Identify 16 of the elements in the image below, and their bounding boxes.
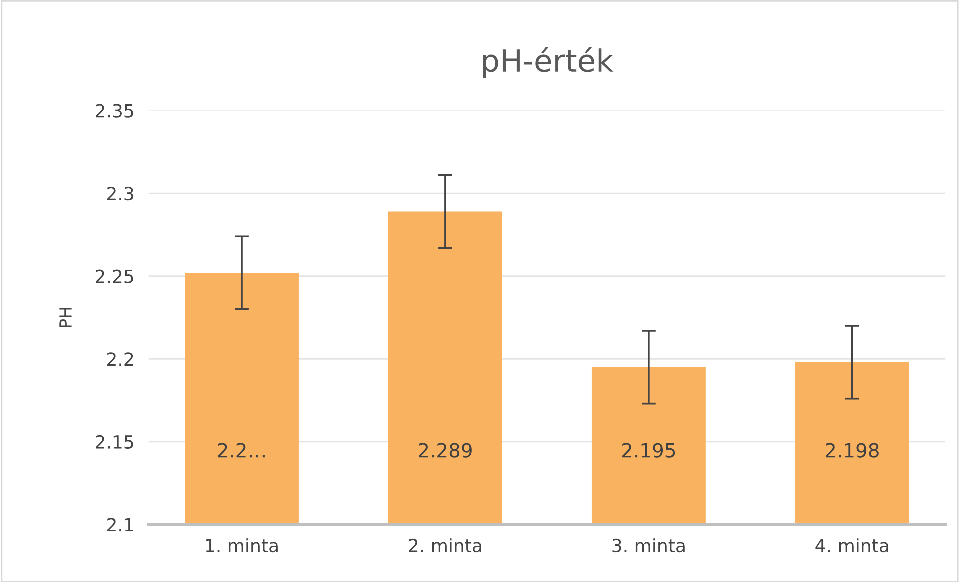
y-axis-title: PH bbox=[60, 308, 72, 328]
y-tick-label: 2.25 bbox=[96, 270, 134, 284]
y-tick-label: 2.2 bbox=[108, 352, 134, 366]
y-tick-label: 2.15 bbox=[96, 435, 134, 450]
x-tick-label: 1. minta bbox=[206, 538, 278, 553]
data-label: 2.195 bbox=[622, 443, 676, 458]
x-tick-label: 3. minta bbox=[612, 538, 685, 553]
y-tick-label: 2.35 bbox=[96, 104, 134, 118]
y-tick-label: 2.3 bbox=[108, 187, 134, 201]
data-label: 2.198 bbox=[826, 443, 879, 458]
chart-title: pH-érték bbox=[483, 47, 614, 78]
x-tick-label: 2. minta bbox=[409, 538, 482, 553]
data-label: 2.289 bbox=[419, 443, 472, 458]
data-label: 2.2… bbox=[218, 443, 265, 458]
x-tick-label: 4. minta bbox=[816, 538, 888, 553]
y-tick-label: 2.1 bbox=[108, 518, 134, 532]
